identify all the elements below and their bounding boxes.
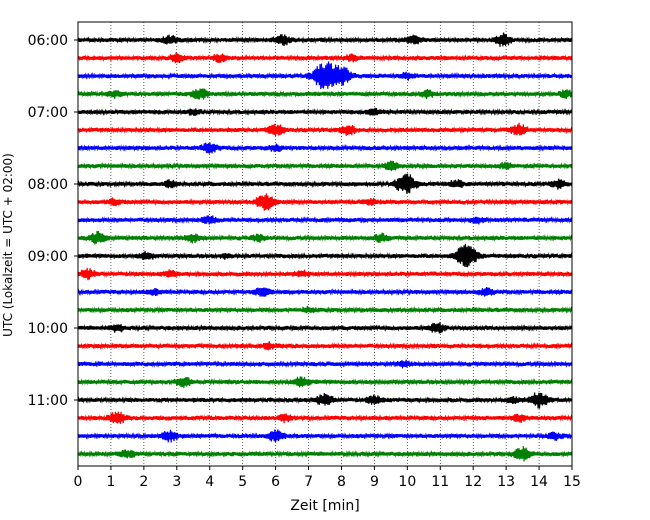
x-tick-label: 1 (106, 474, 115, 490)
y-tick-label: 11:00 (28, 393, 68, 409)
trace-0815 (77, 193, 573, 211)
trace-0930 (77, 286, 573, 297)
y-tick-label: 10:00 (28, 321, 68, 337)
x-tick-label: 9 (370, 474, 379, 490)
x-tick-label: 6 (271, 474, 280, 490)
grid-lines (110, 22, 540, 466)
trace-0645 (77, 88, 573, 100)
x-tick-label: 2 (139, 474, 148, 490)
x-axis-ticks: 0 1 2 3 4 5 6 7 8 9 10 11 12 13 14 15 (74, 466, 581, 490)
trace-0715 (77, 122, 573, 137)
x-axis-title: Zeit [min] (290, 498, 359, 514)
x-tick-label: 5 (238, 474, 247, 490)
x-tick-label: 11 (431, 474, 449, 490)
trace-1045 (77, 376, 573, 388)
trace-0945 (77, 305, 573, 314)
x-tick-label: 15 (563, 474, 581, 490)
trace-1015 (77, 341, 573, 351)
trace-0745 (77, 160, 573, 172)
y-axis-title: UTC (Lokalzeit = UTC + 02:00) (1, 153, 15, 337)
trace-0730 (77, 142, 573, 154)
trace-0615 (77, 52, 573, 64)
trace-1030 (77, 359, 573, 369)
trace-1115 (77, 411, 573, 424)
y-axis-ticks: 06:00 07:00 08:00 09:00 10:00 11:00 (28, 33, 78, 409)
trace-series (77, 32, 573, 462)
trace-0845 (77, 230, 573, 245)
x-tick-label: 8 (337, 474, 346, 490)
y-tick-label: 09:00 (28, 249, 68, 265)
y-tick-label: 07:00 (28, 105, 68, 121)
trace-0900 (77, 243, 573, 268)
plot-background (78, 22, 572, 466)
trace-1000 (77, 322, 573, 334)
trace-0700 (77, 107, 573, 117)
trace-1130 (77, 429, 573, 443)
trace-0630 (77, 61, 573, 90)
y-tick-label: 08:00 (28, 177, 68, 193)
x-tick-label: 12 (464, 474, 482, 490)
x-tick-label: 10 (398, 474, 416, 490)
x-tick-label: 0 (74, 474, 83, 490)
x-tick-label: 4 (205, 474, 214, 490)
trace-0830 (77, 215, 573, 225)
trace-0915 (77, 267, 573, 281)
x-tick-label: 3 (172, 474, 181, 490)
x-tick-label: 7 (304, 474, 313, 490)
x-tick-label: 14 (530, 474, 548, 490)
x-tick-label: 13 (497, 474, 515, 490)
trace-0800 (77, 173, 573, 194)
y-tick-label: 06:00 (28, 33, 68, 49)
plot-frame (77, 21, 573, 467)
trace-0600 (77, 32, 573, 47)
trace-1145 (77, 446, 573, 462)
trace-1100 (77, 392, 573, 409)
